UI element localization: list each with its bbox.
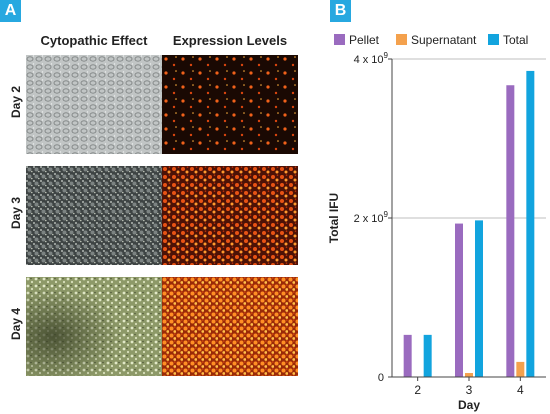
x-tick-label-2: 2 — [414, 383, 421, 397]
micrograph-expression-day-3 — [162, 166, 298, 265]
bar-pellet-day-4 — [506, 85, 515, 378]
micrograph-expression-day-4 — [162, 277, 298, 376]
row-label-day-2: Day 2 — [9, 85, 23, 118]
micrograph-cytopathic-day-2 — [26, 55, 162, 154]
panel-b-badge: B — [330, 0, 351, 22]
bar-pellet-day-3 — [455, 223, 463, 377]
bar-pellet-day-2 — [403, 334, 412, 377]
panel-a-badge: A — [0, 0, 21, 22]
legend-label-pellet: Pellet — [349, 33, 380, 47]
bar-total-day-2 — [423, 334, 432, 377]
y-tick-label-1: 2 x 109 — [354, 210, 389, 225]
bar-supernatant-day-4 — [516, 361, 525, 377]
micrograph-cytopathic-day-3 — [26, 166, 162, 265]
column-heading-expression-levels: Expression Levels — [172, 33, 288, 48]
bar-total-day-4 — [526, 70, 535, 378]
micrograph-cytopathic-day-4 — [26, 277, 162, 376]
row-label-day-3: Day 3 — [9, 196, 23, 229]
legend-swatch-total — [488, 34, 499, 45]
legend-label-supernatant: Supernatant — [411, 33, 477, 47]
x-tick-label-3: 3 — [466, 383, 473, 397]
bar-supernatant-day-3 — [465, 373, 473, 377]
x-axis-label: Day — [458, 398, 480, 412]
row-label-day-4: Day 4 — [9, 307, 23, 340]
y-tick-label-2: 4 x 109 — [354, 51, 389, 66]
x-tick-label-4: 4 — [517, 383, 524, 397]
micrograph-expression-day-2 — [162, 55, 298, 154]
legend-label-total: Total — [503, 33, 528, 47]
legend-swatch-supernatant — [396, 34, 407, 45]
bar-total-day-3 — [475, 220, 483, 377]
legend-swatch-pellet — [334, 34, 345, 45]
y-tick-label-0: 0 — [378, 372, 384, 384]
column-heading-cytopathic-effect: Cytopathic Effect — [40, 33, 148, 48]
y-axis-label: Total IFU — [327, 193, 341, 243]
